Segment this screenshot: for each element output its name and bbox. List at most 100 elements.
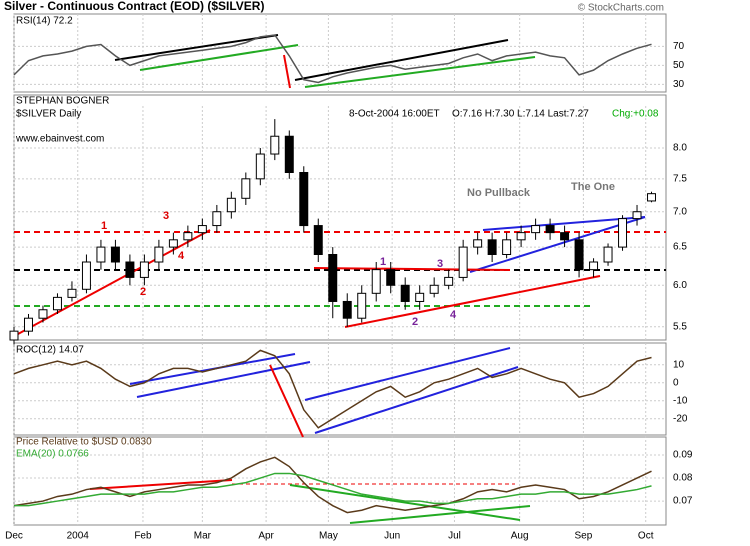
x-tick-label: Feb	[134, 531, 152, 542]
candle-body	[67, 288, 77, 298]
y-tick-label: 30	[673, 79, 685, 90]
y-tick-label: 7.5	[673, 173, 687, 184]
series-line	[13, 34, 652, 84]
candle-body	[96, 246, 106, 263]
x-tick-label: Aug	[511, 531, 529, 542]
candle-body	[632, 211, 642, 220]
candle-body	[110, 246, 120, 263]
candle-body	[429, 284, 439, 294]
quote: O:7.16 H:7.30 L:7.14 Last:7.27	[452, 109, 589, 120]
y-tick-label: 0.09	[673, 450, 693, 461]
series-line	[14, 472, 652, 507]
roc-panel	[13, 342, 667, 436]
x-tick-label: Sep	[575, 531, 593, 542]
candle-body	[197, 225, 207, 234]
series-line	[13, 349, 652, 429]
candle-body	[342, 300, 352, 319]
y-tick-label: 6.0	[673, 280, 687, 291]
author: STEPHAN BOGNER	[16, 96, 109, 107]
chart-title: Silver - Continuous Contract (EOD) ($SIL…	[4, 0, 264, 13]
quote-date: 8-Oct-2004 16:00ET	[349, 109, 440, 120]
candle-body	[357, 292, 367, 319]
candle-body	[270, 135, 280, 155]
candle-body	[226, 197, 236, 213]
annotation: 4	[450, 309, 457, 321]
candle-body	[603, 246, 613, 263]
annotation: No Pullback	[467, 187, 531, 199]
y-tick-label: 0.07	[673, 496, 693, 507]
y-tick-label: 10	[673, 359, 685, 370]
candle-body	[589, 261, 599, 271]
price-panel	[13, 94, 667, 341]
y-tick-label: 8.0	[673, 143, 687, 154]
candle-body	[168, 239, 178, 248]
y-tick-label: 50	[673, 60, 685, 71]
x-tick-label: Dec	[5, 531, 23, 542]
candle-body	[473, 239, 483, 248]
candle-body	[545, 225, 555, 234]
y-tick-label: 7.0	[673, 206, 687, 217]
candle-body	[516, 232, 526, 241]
rsi-panel	[13, 13, 667, 93]
y-tick-label: 6.5	[673, 242, 687, 253]
candle-body	[52, 296, 62, 311]
marks	[9, 34, 656, 514]
website: www.ebainvest.com	[15, 134, 104, 145]
candle-body	[574, 239, 584, 271]
candle-body	[241, 178, 251, 199]
panel-title: ROC(12) 14.07	[16, 345, 84, 356]
candle-body	[154, 246, 164, 263]
candle-body	[386, 269, 396, 286]
candle-body	[299, 171, 309, 227]
candle-body	[458, 246, 468, 278]
x-tick-label: Jul	[448, 531, 461, 542]
y-tick-label: 70	[673, 41, 685, 52]
candle-body	[284, 135, 294, 173]
candle-body	[371, 269, 381, 294]
x-tick-label: 2004	[67, 531, 90, 542]
candle-body	[183, 232, 193, 241]
panel-title: RSI(14) 72.2	[16, 16, 73, 27]
candle-body	[255, 153, 265, 180]
candle-body	[9, 330, 19, 341]
x-tick-label: May	[319, 531, 338, 542]
annotation: 3	[437, 258, 443, 270]
candle-body	[313, 225, 323, 255]
candle-body	[487, 239, 497, 255]
candle-body	[38, 309, 48, 319]
annotation: 2	[412, 316, 418, 328]
candle-body	[328, 253, 338, 302]
x-tick-label: Apr	[258, 531, 274, 542]
candle-body	[24, 317, 33, 332]
candle-body	[502, 239, 512, 255]
candle-body	[560, 232, 570, 241]
y-tick-label: 0.08	[673, 473, 693, 484]
candle-body	[125, 261, 135, 278]
y-tick-label: 5.5	[673, 321, 687, 332]
x-tick-label: Oct	[638, 531, 654, 542]
candle-body	[618, 218, 628, 248]
candle-body	[647, 193, 656, 202]
candle-body	[415, 292, 425, 302]
relative-panel	[13, 436, 667, 526]
legend-entry: Price Relative to $USD 0.0830	[16, 437, 152, 448]
annotation: 3	[163, 210, 169, 222]
candle-body	[400, 284, 410, 302]
series-line	[13, 456, 652, 514]
trendlines	[14, 34, 666, 524]
candle-body	[531, 225, 541, 234]
candle-body	[81, 261, 91, 290]
x-tick-label: Mar	[194, 531, 212, 542]
y-tick-label: 0	[673, 377, 679, 388]
annotation: 1	[101, 220, 107, 232]
annotation: 4	[178, 250, 185, 262]
candle-body	[139, 261, 149, 278]
change: Chg:+0.08	[612, 109, 659, 120]
x-tick-label: Jun	[384, 531, 400, 542]
grid	[13, 14, 666, 525]
y-tick-label: -10	[673, 395, 688, 406]
annotation: 1	[380, 256, 386, 268]
annotation: The One	[571, 181, 615, 193]
annotation: 2	[140, 286, 146, 298]
